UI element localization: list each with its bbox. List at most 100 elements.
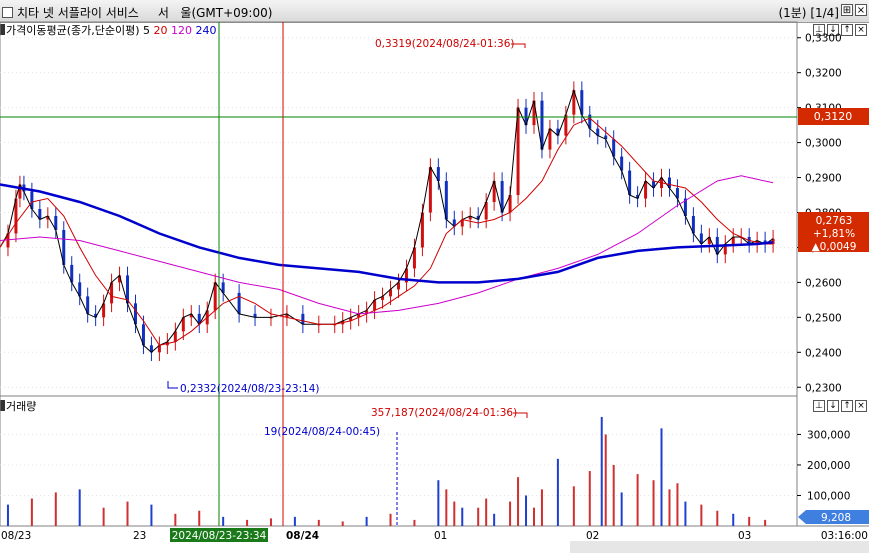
candle-body	[381, 296, 385, 300]
candle-body	[46, 215, 50, 220]
candle-body	[18, 184, 22, 199]
volume-bar	[532, 507, 535, 526]
ma-20-line	[0, 117, 774, 346]
panel-min-icon[interactable]: ⊥	[813, 24, 825, 36]
price-axis-tick-label: 0,2600	[805, 277, 842, 289]
volume-bar	[102, 507, 105, 526]
candle-body	[397, 282, 400, 290]
volume-bar	[660, 428, 663, 526]
candle-body	[436, 167, 440, 182]
grid-icon[interactable]: ⊞	[841, 4, 853, 16]
candle-body	[14, 198, 18, 234]
candle-body	[349, 317, 353, 321]
time-label-01: 01	[434, 530, 447, 542]
change-pct-label: +1,81%	[813, 228, 855, 240]
panel-up-icon[interactable]: ↑	[841, 24, 853, 36]
candle-body	[70, 264, 74, 283]
volume-bar	[612, 464, 615, 526]
volume-bar	[341, 521, 344, 526]
candle-body	[365, 310, 369, 314]
volume-bar	[509, 501, 512, 526]
volume-bar	[684, 501, 687, 526]
candle-body	[110, 282, 114, 304]
legend-marker-icon	[0, 400, 5, 411]
volume-min-annotation: 19(2024/08/24-00:45)	[264, 426, 380, 438]
candle-body	[30, 191, 34, 209]
candle-body	[460, 219, 464, 227]
volume-bar	[525, 495, 528, 526]
h-line-price-label: 0,3120	[814, 110, 853, 123]
candle-body	[317, 324, 321, 326]
candle-body	[564, 114, 568, 136]
candle-body	[6, 233, 10, 248]
candle-body	[540, 100, 544, 150]
candle-body	[189, 313, 193, 318]
close-icon[interactable]: ×	[855, 4, 867, 16]
volume-axis-tick-label: 300,000	[807, 429, 850, 441]
candle-body	[181, 317, 185, 332]
volume-bar	[600, 416, 603, 526]
low-annotation-arrow	[167, 381, 178, 389]
candle-body	[301, 313, 305, 325]
legend-marker-icon	[0, 24, 5, 35]
last-volume-label: 9,208	[821, 512, 851, 524]
price-axis-tick-label: 0,2900	[805, 173, 842, 185]
candle-body	[444, 181, 448, 220]
page-indicator[interactable]: [1/4]	[810, 6, 839, 20]
volume-max-annotation: 357,187(2024/08/24-01:36)	[371, 407, 517, 419]
ma-120-label: 120	[171, 24, 193, 37]
scroll-bar[interactable]	[570, 541, 869, 553]
volume-bar	[652, 480, 655, 526]
candle-body	[141, 324, 145, 346]
price-axis-tick-label: 0,3300	[805, 33, 842, 45]
panel-min-icon[interactable]: ⊥	[813, 400, 825, 412]
volume-bar	[748, 516, 751, 526]
volume-bar	[317, 519, 320, 526]
volume-bar	[485, 498, 488, 526]
volume-bar	[198, 510, 201, 526]
candle-body	[54, 215, 58, 230]
candle-body	[126, 275, 130, 304]
candle-body	[94, 313, 98, 318]
price-axis-tick-label: 0,3200	[805, 68, 842, 80]
volume-bar	[54, 492, 57, 526]
candle-body	[723, 243, 727, 255]
volume-bar	[222, 516, 225, 526]
panel-down-icon[interactable]: ↓	[827, 24, 839, 36]
volume-bar	[493, 513, 496, 526]
panel-close-icon[interactable]: ×	[855, 24, 867, 36]
candle-body	[149, 345, 153, 353]
volume-bar	[6, 504, 9, 526]
volume-bar	[365, 516, 368, 526]
volume-bar	[445, 489, 448, 526]
ma-240-label: 240	[195, 24, 217, 37]
volume-bar	[461, 507, 464, 526]
candle-body	[771, 238, 775, 244]
volume-bar	[174, 513, 177, 526]
ma-5-line	[0, 88, 774, 353]
candle-body	[699, 233, 703, 244]
time-label-03: 03	[738, 530, 751, 542]
candle-body	[636, 195, 640, 199]
window-checkbox[interactable]	[2, 7, 13, 18]
last-price-label: 0,2763	[816, 215, 853, 227]
candle-body	[508, 195, 512, 213]
candle-body	[588, 114, 592, 129]
candle-body	[516, 107, 520, 196]
candle-body	[675, 188, 679, 199]
candle-body	[644, 181, 648, 199]
price-plot-frame	[0, 21, 798, 397]
volume-bar	[676, 483, 679, 526]
candle-body	[667, 177, 671, 189]
panel-down-icon[interactable]: ↓	[827, 400, 839, 412]
volume-bar	[700, 504, 703, 526]
volume-bar	[668, 489, 671, 526]
volume-bar	[150, 504, 153, 526]
panel-close-icon[interactable]: ×	[855, 400, 867, 412]
volume-bar	[732, 513, 735, 526]
candle-body	[580, 90, 584, 115]
interval-label[interactable]: (1분)	[778, 6, 807, 20]
candle-body	[612, 139, 616, 157]
panel-up-icon[interactable]: ↑	[841, 400, 853, 412]
